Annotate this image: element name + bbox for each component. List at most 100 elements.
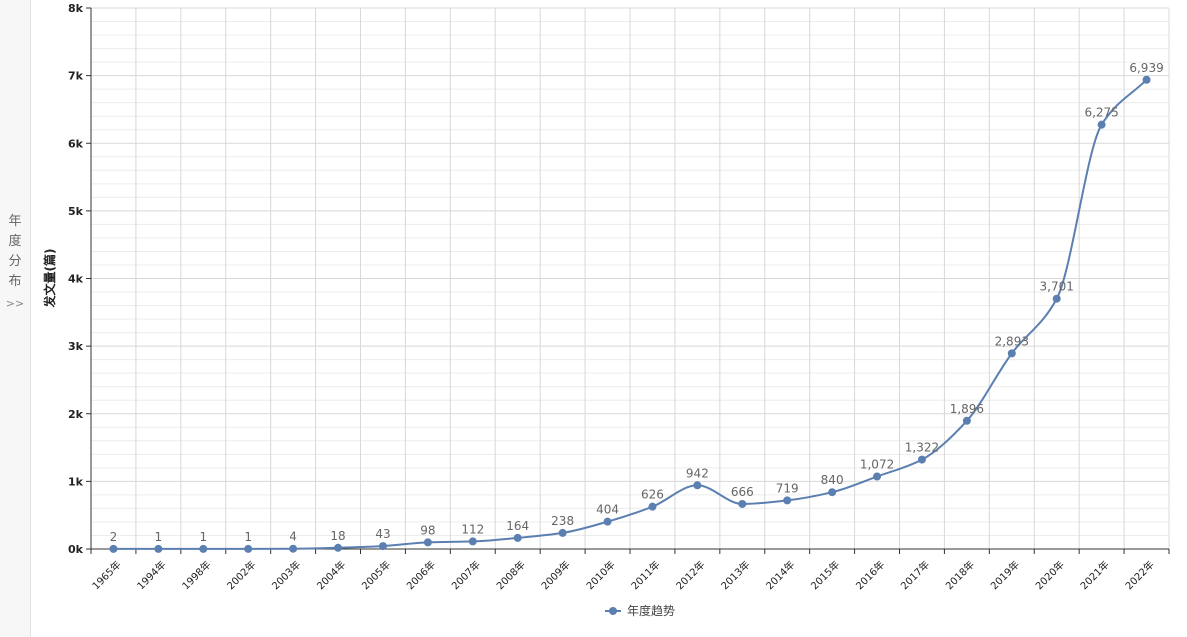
data-point[interactable] — [109, 544, 118, 553]
y-tick-label: 0k — [68, 543, 84, 556]
side-tab-char: 布 — [8, 274, 22, 289]
x-tick-label: 2022年 — [1122, 558, 1156, 592]
data-label: 43 — [375, 527, 390, 541]
data-point[interactable] — [917, 455, 926, 464]
data-point[interactable] — [289, 544, 298, 553]
x-tick-label: 1998年 — [179, 558, 213, 592]
y-tick-label: 4k — [68, 273, 84, 286]
data-labels: 2 1 1 1 4 18 43 98 112 164 238 404 626 942 666 719 840 1,… — [110, 61, 1164, 544]
data-point[interactable] — [468, 537, 477, 546]
x-tick-label: 1994年 — [134, 558, 168, 592]
data-label: 2,893 — [995, 334, 1029, 348]
x-tick-label: 2013年 — [718, 558, 752, 592]
data-label: 719 — [776, 481, 799, 495]
x-tick-label: 2004年 — [314, 558, 348, 592]
data-label: 1,896 — [950, 402, 984, 416]
data-label: 942 — [686, 466, 709, 480]
x-tick-label: 2012年 — [673, 558, 707, 592]
x-tick-label: 2011年 — [628, 558, 662, 592]
x-tick-label: 2003年 — [269, 558, 303, 592]
data-label: 1 — [244, 530, 252, 544]
data-label: 3,701 — [1040, 280, 1074, 294]
x-tick-label: 2002年 — [224, 558, 258, 592]
line-chart: 0k 1k 2k 3k 4k 5k 6k 7k 8k 1965年 1994年 1998年 2002年 2… — [42, 2, 1170, 618]
x-tick-label: 2006年 — [404, 558, 438, 592]
data-label: 404 — [596, 503, 619, 517]
data-point[interactable] — [244, 544, 253, 553]
x-tick-label: 2007年 — [449, 558, 483, 592]
data-label: 626 — [641, 488, 664, 502]
x-tick-label: 2016年 — [853, 558, 887, 592]
data-label: 238 — [551, 514, 574, 528]
legend-label: 年度趋势 — [627, 603, 675, 618]
data-point[interactable] — [334, 543, 343, 552]
side-tab-char: 分 — [8, 254, 22, 269]
data-label: 2 — [110, 530, 118, 544]
data-point[interactable] — [873, 472, 882, 481]
side-tab-char: 度 — [8, 234, 22, 249]
y-axis-ticks: 0k 1k 2k 3k 4k 5k 6k 7k 8k — [68, 2, 91, 556]
y-tick-label: 7k — [68, 70, 84, 83]
data-label: 164 — [506, 519, 529, 533]
data-label: 98 — [420, 523, 435, 537]
data-label: 1 — [199, 530, 207, 544]
legend-dot-marker — [609, 607, 617, 615]
x-tick-label: 2008年 — [494, 558, 528, 592]
x-axis-ticks: 1965年 1994年 1998年 2002年 2003年 2004年 2005年 2006年… — [89, 549, 1170, 592]
side-panel — [0, 0, 31, 637]
x-tick-label: 2010年 — [583, 558, 617, 592]
data-point[interactable] — [199, 544, 208, 553]
y-axis-label: 发文量(篇) — [42, 249, 57, 309]
data-point[interactable] — [1142, 75, 1151, 84]
x-tick-label: 2014年 — [763, 558, 797, 592]
x-tick-label: 2019年 — [988, 558, 1022, 592]
x-tick-label: 2020年 — [1033, 558, 1067, 592]
x-tick-label: 2017年 — [898, 558, 932, 592]
data-label: 1,322 — [905, 441, 939, 455]
data-point[interactable] — [378, 542, 387, 551]
data-label: 18 — [330, 529, 345, 543]
chart-legend[interactable]: 年度趋势 — [605, 603, 675, 618]
data-point[interactable] — [828, 488, 837, 497]
y-tick-label: 1k — [68, 475, 84, 488]
x-tick-label: 1965年 — [89, 558, 123, 592]
data-point[interactable] — [423, 538, 432, 547]
data-label: 112 — [461, 522, 484, 536]
y-tick-label: 5k — [68, 205, 84, 218]
y-tick-label: 6k — [68, 137, 84, 150]
data-point[interactable] — [1007, 349, 1016, 358]
data-point[interactable] — [1097, 120, 1106, 129]
data-point[interactable] — [738, 499, 747, 508]
chart-grid — [90, 7, 1170, 550]
side-tab-char: 年 — [8, 214, 22, 229]
data-label: 1 — [155, 530, 163, 544]
x-tick-label: 2009年 — [538, 558, 572, 592]
y-tick-label: 3k — [68, 340, 84, 353]
data-point[interactable] — [648, 502, 657, 511]
chart-container: 0k 1k 2k 3k 4k 5k 6k 7k 8k 1965年 1994年 1998年 2002年 2… — [32, 0, 1187, 637]
data-point[interactable] — [1052, 294, 1061, 303]
data-label: 1,072 — [860, 458, 894, 472]
data-point[interactable] — [693, 481, 702, 490]
year-distribution-toggle[interactable]: 年 度 分 布 >> — [5, 212, 25, 314]
data-label: 4 — [289, 530, 297, 544]
data-point[interactable] — [603, 517, 612, 526]
y-tick-label: 2k — [68, 408, 84, 421]
data-point[interactable] — [962, 416, 971, 425]
data-label: 666 — [731, 485, 754, 499]
year-distribution-label: 年 度 分 布 — [5, 212, 25, 292]
x-tick-label: 2005年 — [359, 558, 393, 592]
data-point[interactable] — [558, 528, 567, 537]
x-tick-label: 2015年 — [808, 558, 842, 592]
x-tick-label: 2021年 — [1077, 558, 1111, 592]
data-point[interactable] — [513, 533, 522, 542]
y-tick-label: 8k — [68, 2, 84, 15]
x-tick-label: 2018年 — [943, 558, 977, 592]
data-point[interactable] — [154, 544, 163, 553]
data-label: 6,939 — [1129, 61, 1163, 75]
data-label: 6,275 — [1084, 106, 1118, 120]
data-point[interactable] — [783, 496, 792, 505]
data-label: 840 — [821, 473, 844, 487]
series-points — [109, 75, 1151, 553]
expand-chevron-icon: >> — [5, 297, 25, 310]
